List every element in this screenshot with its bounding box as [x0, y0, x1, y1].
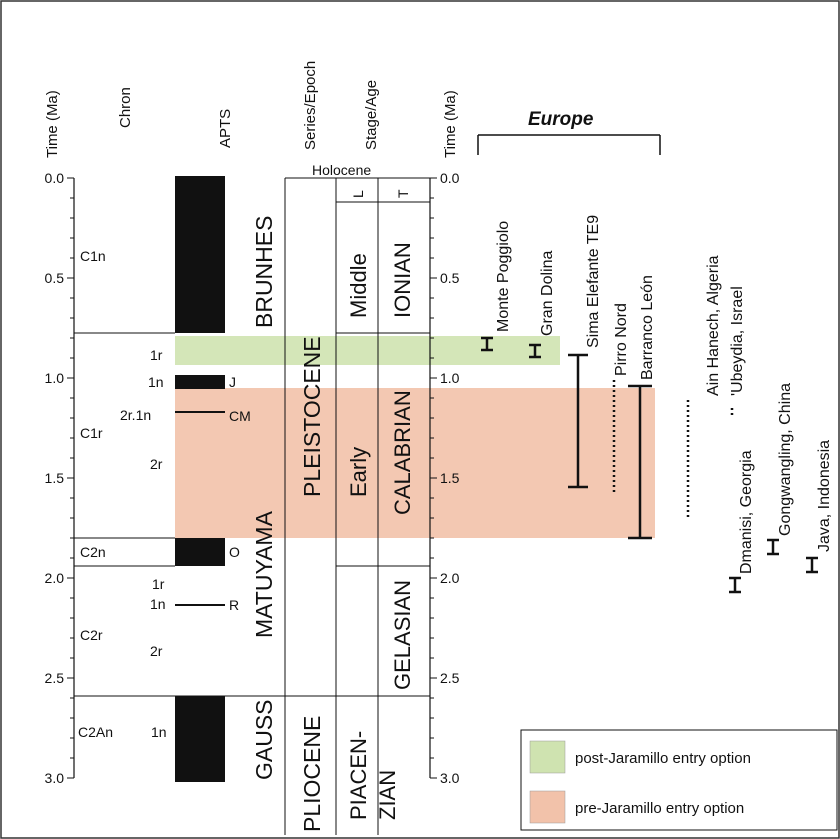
- axis-tick-label: 2.5: [45, 670, 65, 686]
- europe-bracket: [477, 134, 661, 155]
- post-jaramillo-band: [175, 336, 560, 365]
- axis-tick-label: 0.5: [45, 270, 65, 286]
- event-o: O: [229, 544, 240, 560]
- axis-tick-label: 0.5: [440, 270, 460, 286]
- subchron-2r-b: 2r: [150, 643, 163, 659]
- legend-pre-label: pre-Jaramillo entry option: [575, 800, 744, 817]
- gongwangling-marker: [767, 538, 779, 556]
- event-cm: CM: [229, 408, 251, 424]
- chron-c1n: C1n: [80, 248, 106, 264]
- axis-tick-label: 2.0: [440, 570, 460, 586]
- subchron-1n-b: 1n: [150, 596, 166, 612]
- dmanisi-marker: [729, 576, 741, 594]
- subchron-2r-a: 2r: [150, 456, 163, 472]
- axis-tick-label: 2.0: [45, 570, 65, 586]
- subchron-1r-a: 1r: [150, 347, 163, 363]
- pre-jaramillo-band: [175, 388, 655, 538]
- subseries-piacen: PIACEN-: [346, 731, 371, 820]
- polarity-gauss: GAUSS: [251, 699, 277, 780]
- apts-column: [175, 176, 225, 782]
- monte-poggiolo-marker: [481, 336, 493, 352]
- subseries-column: [336, 178, 430, 835]
- site-barranco-leon: Barranco León: [639, 275, 656, 380]
- left-time-axis: 0.0 0.5 1.0 1.5 2.0 2.5 3.0: [45, 170, 75, 786]
- header-time-right: Time (Ma): [442, 90, 459, 158]
- subseries-zian: ZIAN: [375, 770, 400, 820]
- site-ubeydia: 'Ubeydia, Israel: [729, 286, 746, 396]
- legend-swatch-pre: [529, 790, 566, 824]
- site-gran-dolina: Gran Dolina: [539, 251, 556, 336]
- site-sima-elefante: Sima Elefante TE9: [585, 215, 602, 348]
- subchron-1r-b: 1r: [152, 576, 165, 592]
- epoch-pleistocene: PLEISTOCENE: [299, 336, 325, 497]
- axis-tick-label: 1.0: [45, 370, 65, 386]
- header-series: Series/Epoch: [302, 61, 319, 150]
- event-r: R: [229, 597, 239, 613]
- event-j: J: [229, 374, 236, 390]
- site-gongwangling: Gongwangling, China: [777, 383, 794, 536]
- subseries-early: Early: [346, 447, 371, 497]
- chron-c2an: C2An: [78, 724, 113, 740]
- right-time-axis: 0.0 0.5 1.0 1.5 2.0 2.5 3.0: [429, 170, 460, 786]
- header-chron: Chron: [117, 87, 134, 128]
- axis-tick-label: 1.5: [440, 470, 460, 486]
- subchron-1n-c: 1n: [151, 724, 167, 740]
- chron-column: [74, 332, 430, 697]
- series-column: [284, 177, 430, 835]
- stage-t: T: [395, 189, 411, 198]
- sima-elefante-marker: [568, 353, 588, 489]
- legend-swatch-post: [529, 740, 566, 774]
- header-stage: Stage/Age: [363, 80, 380, 150]
- header-time-left: Time (Ma): [44, 90, 61, 158]
- java-marker: [806, 556, 818, 574]
- axis-tick-label: 1.0: [440, 370, 460, 386]
- subseries-l: L: [350, 190, 366, 198]
- subchron-2r1n: 2r.1n: [120, 407, 151, 423]
- polarity-brunhes: BRUNHES: [251, 216, 277, 328]
- axis-tick-label: 0.0: [440, 170, 460, 186]
- legend-post-label: post-Jaramillo entry option: [575, 750, 751, 767]
- stage-ionian: IONIAN: [390, 242, 415, 318]
- subchron-1n-a: 1n: [148, 374, 164, 390]
- stage-gelasian: GELASIAN: [390, 580, 415, 690]
- chron-c2n: C2n: [80, 544, 106, 560]
- chron-c2r: C2r: [80, 627, 103, 643]
- site-java: Java, Indonesia: [816, 440, 833, 552]
- axis-tick-label: 2.5: [440, 670, 460, 686]
- axis-tick-label: 1.5: [45, 470, 65, 486]
- site-monte-poggiolo: Monte Poggiolo: [495, 221, 512, 332]
- epoch-pliocene: PLIOCENE: [299, 716, 325, 832]
- chron-c1r: C1r: [80, 425, 103, 441]
- barranco-leon-marker: [628, 384, 652, 540]
- polarity-matuyama: MATUYAMA: [251, 510, 277, 638]
- site-pirro-nord: Pirro Nord: [613, 303, 630, 376]
- site-ain-hanech: Ain Hanech, Algeria: [705, 255, 722, 396]
- gran-dolina-marker: [529, 343, 541, 359]
- legend: [520, 729, 838, 831]
- europe-title: Europe: [528, 109, 594, 130]
- axis-tick-label: 3.0: [440, 770, 460, 786]
- subseries-middle: Middle: [346, 253, 371, 318]
- axis-tick-label: 0.0: [45, 170, 65, 186]
- stage-calabrian: CALABRIAN: [390, 390, 415, 515]
- header-apts: APTS: [217, 109, 234, 148]
- axis-tick-label: 3.0: [45, 770, 65, 786]
- site-dmanisi: Dmanisi, Georgia: [738, 450, 755, 574]
- epoch-holocene: Holocene: [312, 162, 371, 178]
